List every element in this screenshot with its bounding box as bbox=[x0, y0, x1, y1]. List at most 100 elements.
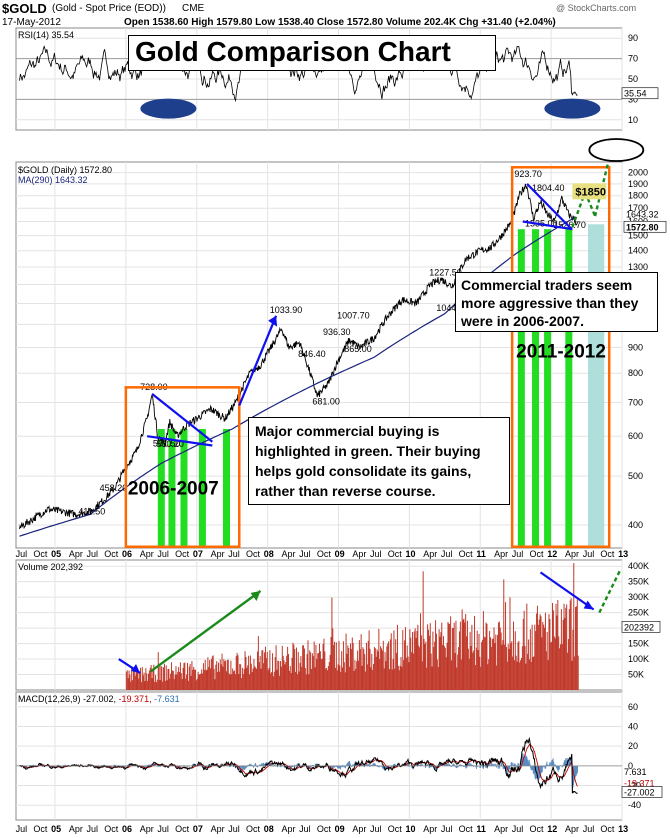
macd-x-tick-label: Apr bbox=[69, 824, 83, 834]
volume-bar bbox=[530, 661, 532, 690]
volume-bar bbox=[427, 629, 429, 690]
volume-bar bbox=[487, 664, 489, 690]
volume-bar bbox=[575, 607, 577, 690]
volume-legend: Volume 202,392 bbox=[18, 562, 83, 572]
volume-bar bbox=[518, 640, 520, 690]
volume-bar bbox=[197, 671, 199, 690]
volume-bar bbox=[334, 667, 336, 690]
volume-bar bbox=[517, 642, 519, 690]
volume-tick-label: 150K bbox=[628, 639, 649, 649]
macd-legend-signal: -19.371, bbox=[119, 694, 155, 704]
volume-bar bbox=[351, 637, 353, 690]
chart-instrument-name: (Gold - Spot Price (EOD)) bbox=[52, 3, 166, 14]
annotation-commercial-2011: Commercial traders seem more aggressive … bbox=[455, 272, 658, 332]
macd-x-tick-label: Oct bbox=[33, 824, 48, 834]
volume-bar bbox=[376, 649, 378, 690]
volume-bar bbox=[308, 674, 310, 690]
volume-bar bbox=[343, 662, 345, 690]
volume-bar bbox=[258, 662, 260, 690]
volume-bar bbox=[562, 619, 564, 690]
macd-x-tick-label: Apr bbox=[494, 824, 508, 834]
volume-bar bbox=[444, 647, 446, 690]
volume-bar bbox=[394, 668, 396, 690]
volume-bar bbox=[134, 675, 136, 690]
volume-bar bbox=[549, 619, 551, 690]
volume-bar bbox=[284, 664, 286, 690]
volume-bar bbox=[205, 670, 207, 690]
volume-bar bbox=[377, 651, 379, 690]
volume-bar bbox=[233, 671, 235, 690]
volume-bar bbox=[367, 640, 369, 690]
volume-bar bbox=[194, 669, 196, 690]
price-x-tick-label: 05 bbox=[51, 549, 61, 559]
volume-bar bbox=[452, 628, 454, 690]
volume-bar bbox=[202, 673, 204, 690]
volume-bar bbox=[196, 678, 198, 690]
volume-bar bbox=[311, 668, 313, 690]
volume-bar bbox=[548, 614, 550, 690]
volume-bar bbox=[189, 664, 191, 690]
price-x-tick-label: 10 bbox=[405, 549, 415, 559]
projection-arrow-3 bbox=[593, 163, 609, 217]
volume-bar bbox=[472, 652, 474, 690]
macd-x-tick-label: 05 bbox=[51, 824, 61, 834]
volume-bar bbox=[292, 642, 294, 690]
volume-bar bbox=[266, 651, 268, 690]
volume-bar bbox=[349, 666, 351, 690]
volume-bar bbox=[229, 674, 231, 690]
volume-bar bbox=[382, 640, 384, 690]
commercial-buying-bar bbox=[157, 429, 165, 547]
volume-bar bbox=[195, 680, 197, 690]
volume-bar bbox=[521, 658, 522, 690]
volume-bar bbox=[567, 652, 569, 690]
volume-tick-label: 300K bbox=[628, 592, 649, 602]
volume-bar bbox=[387, 643, 389, 690]
volume-bar bbox=[353, 670, 355, 690]
volume-bar bbox=[274, 657, 276, 690]
price-x-tick-label: 12 bbox=[547, 549, 557, 559]
volume-bar bbox=[366, 664, 368, 690]
volume-bar bbox=[532, 657, 534, 690]
volume-bar bbox=[238, 674, 240, 690]
volume-bar bbox=[451, 660, 453, 690]
volume-bar bbox=[319, 651, 321, 690]
volume-bar bbox=[200, 673, 202, 690]
price-point-label: 411.50 bbox=[78, 507, 105, 517]
volume-bar bbox=[203, 669, 205, 690]
volume-bar bbox=[485, 622, 487, 690]
volume-bar bbox=[527, 653, 529, 690]
volume-bar bbox=[473, 650, 475, 690]
volume-bar bbox=[385, 661, 387, 690]
volume-bar bbox=[301, 666, 303, 690]
volume-bar bbox=[359, 649, 361, 690]
volume-bar bbox=[365, 671, 367, 690]
volume-bar bbox=[458, 631, 460, 690]
volume-bar bbox=[575, 606, 577, 690]
volume-bar bbox=[576, 599, 578, 690]
macd-x-tick-label: Oct bbox=[317, 824, 332, 834]
volume-bar bbox=[420, 635, 422, 690]
volume-bar bbox=[279, 675, 281, 690]
volume-bar bbox=[365, 642, 367, 690]
commercial-buying-bar bbox=[223, 429, 231, 547]
volume-bar bbox=[536, 613, 538, 690]
volume-bar bbox=[409, 629, 411, 690]
volume-bar bbox=[252, 668, 254, 690]
volume-bar bbox=[422, 571, 424, 690]
volume-bar bbox=[462, 619, 464, 690]
volume-bar bbox=[443, 646, 445, 690]
target-label: $1850 bbox=[575, 186, 606, 198]
volume-bar bbox=[320, 659, 322, 690]
volume-bar bbox=[199, 674, 201, 690]
volume-bar bbox=[564, 617, 566, 690]
volume-bar bbox=[307, 640, 309, 690]
volume-bar bbox=[334, 641, 336, 690]
price-x-tick-label: Apr bbox=[494, 549, 508, 559]
volume-bar bbox=[132, 680, 134, 690]
volume-bar bbox=[270, 673, 272, 690]
macd-x-tick-label: 11 bbox=[476, 824, 486, 834]
price-last-value: 1572.80 bbox=[626, 222, 659, 232]
rsi-last-value-box bbox=[621, 87, 659, 100]
volume-bar bbox=[220, 664, 222, 690]
commercial-buying-bar bbox=[180, 429, 188, 547]
